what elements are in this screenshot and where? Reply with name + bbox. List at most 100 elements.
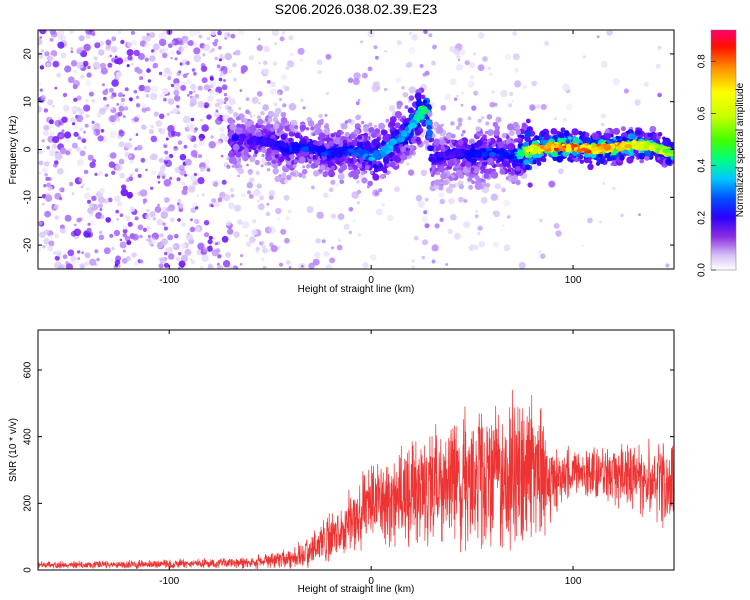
- heatmap-cell: [219, 106, 223, 109]
- heatmap-cell: [474, 174, 480, 181]
- heatmap-cell: [110, 95, 115, 100]
- heatmap-cell: [180, 254, 189, 262]
- heatmap-cell: [388, 120, 396, 128]
- heatmap-cell: [623, 88, 630, 94]
- heatmap-cell: [314, 129, 320, 135]
- heatmap-cell: [41, 63, 44, 66]
- heatmap-cell: [100, 129, 105, 133]
- heatmap-cell: [38, 221, 43, 226]
- heatmap-cell: [165, 246, 173, 254]
- heatmap-cell: [213, 201, 220, 208]
- heatmap-ridge-cell: [474, 152, 481, 157]
- heatmap-cell: [190, 258, 193, 261]
- heatmap-cell: [356, 141, 364, 148]
- heatmap-cell: [164, 150, 169, 155]
- heatmap-cell: [54, 255, 60, 261]
- heatmap-cell: [254, 159, 260, 166]
- heatmap-cell: [471, 158, 477, 164]
- heatmap-cell: [98, 196, 106, 204]
- heatmap-cell: [363, 170, 368, 174]
- heatmap-cell: [48, 240, 55, 247]
- heatmap-ridge-cell: [664, 152, 672, 157]
- heatmap-cell: [190, 150, 198, 157]
- heatmap-cell: [438, 192, 445, 198]
- heatmap-cell: [152, 51, 158, 56]
- heatmap-cell: [404, 150, 411, 156]
- heatmap-cell: [107, 62, 113, 68]
- heatmap-cell: [178, 70, 182, 74]
- heatmap-cell: [348, 158, 354, 164]
- heatmap-cell: [522, 85, 527, 89]
- heatmap-cell: [163, 97, 167, 102]
- heatmap-cell: [85, 99, 89, 103]
- heatmap-cell: [413, 235, 419, 241]
- heatmap-cell: [212, 236, 216, 241]
- heatmap-cell: [514, 67, 519, 73]
- heatmap-cell: [56, 168, 64, 175]
- snr-frame: [37, 329, 675, 571]
- heatmap-cell: [362, 262, 369, 269]
- heatmap-cell: [128, 97, 133, 102]
- heatmap-cell: [474, 214, 479, 219]
- heatmap-cell: [371, 84, 380, 93]
- heatmap-cell: [381, 203, 385, 208]
- heatmap-cell: [65, 263, 74, 269]
- heatmap-cell: [172, 107, 180, 114]
- heatmap-cell: [126, 191, 133, 199]
- heatmap-cell: [501, 132, 507, 139]
- heatmap-cell: [228, 202, 235, 210]
- heatmap-cell: [142, 125, 147, 130]
- heatmap-cell: [540, 103, 547, 110]
- heatmap-cell: [133, 116, 140, 123]
- heatmap-cell: [294, 132, 301, 139]
- heatmap-cell: [286, 60, 295, 68]
- heatmap-cell: [481, 162, 487, 167]
- heatmap-cell: [234, 49, 241, 56]
- heatmap-cell: [282, 31, 286, 35]
- heatmap-cell: [104, 173, 109, 177]
- heatmap-cell: [380, 129, 388, 136]
- heatmap-cell: [123, 106, 129, 111]
- heatmap-cell: [118, 130, 125, 137]
- heatmap-cell: [150, 135, 158, 143]
- heatmap-cell: [177, 140, 183, 145]
- heatmap-cell: [186, 93, 190, 97]
- heatmap-cell: [55, 249, 63, 257]
- heatmap-cell: [146, 106, 151, 112]
- heatmap-cell: [288, 131, 294, 137]
- heatmap-cell: [324, 113, 328, 117]
- heatmap-cell: [423, 210, 428, 215]
- heatmap-cell: [592, 133, 599, 141]
- heatmap-cell: [62, 92, 68, 98]
- heatmap-cell: [85, 114, 90, 118]
- heatmap-cell: [127, 55, 133, 61]
- heatmap-cell: [114, 195, 121, 203]
- heatmap-cell: [210, 135, 214, 139]
- heatmap-cell: [351, 191, 360, 199]
- heatmap-cell: [105, 39, 112, 46]
- heatmap-cell: [70, 230, 77, 237]
- heatmap-ridge-cell: [570, 143, 578, 148]
- heatmap-cell: [367, 66, 373, 72]
- heatmap-cell: [311, 185, 315, 190]
- heatmap-cell: [452, 172, 456, 176]
- heatmap-cell: [272, 61, 278, 66]
- heatmap-cell: [186, 122, 194, 131]
- heatmap-cell: [208, 235, 213, 240]
- heatmap-cell: [435, 170, 441, 176]
- heatmap-cell: [439, 217, 444, 222]
- heatmap-cell: [576, 153, 581, 158]
- heatmap-cell: [52, 60, 60, 68]
- heatmap-cell: [224, 97, 229, 102]
- heatmap-cell: [78, 108, 85, 115]
- heatmap-cell: [431, 244, 439, 252]
- heatmap-cell: [99, 208, 103, 211]
- heatmap-cell: [366, 185, 371, 189]
- heatmap-cell: [76, 95, 82, 101]
- heatmap-cell: [80, 185, 84, 189]
- heatmap-cell: [224, 104, 230, 111]
- heatmap-cell: [147, 79, 152, 83]
- snr-ticks: -100 0 100 0 200 400 600: [23, 330, 674, 587]
- heatmap-cell: [207, 95, 214, 102]
- heatmap-ridge-cell: [662, 149, 670, 153]
